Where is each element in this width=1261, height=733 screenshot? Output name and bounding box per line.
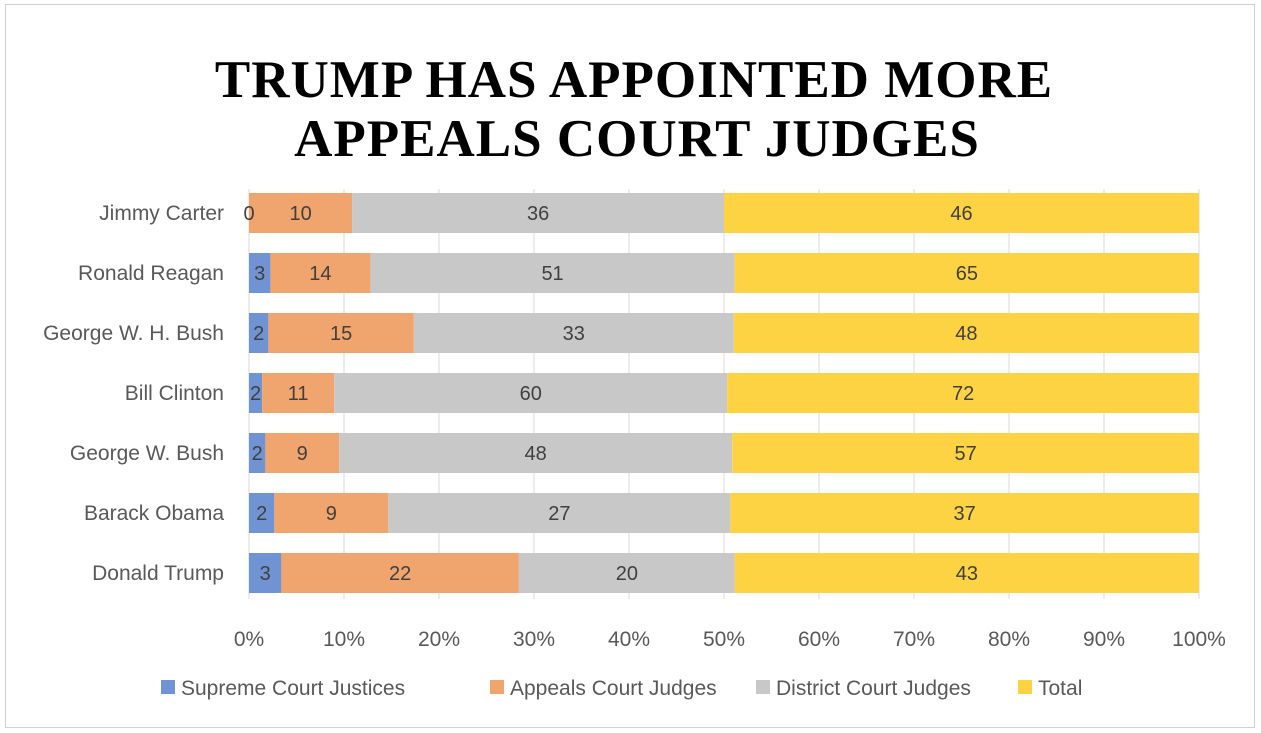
legend-label: Appeals Court Judges [510, 677, 717, 700]
category-label: Jimmy Carter [99, 202, 224, 225]
x-axis-ticks: 0% 10% 20% 30% 40% 50% 60% 70% 80% 90% 100% [234, 628, 1226, 651]
bar-segment [249, 373, 263, 413]
bar-segment [249, 253, 271, 293]
data-label: 57 [954, 443, 976, 465]
bar-segment [724, 193, 1199, 233]
x-tick-label: 60% [798, 628, 840, 651]
chart-title: TRUMP HAS APPOINTED MORE APPEALS COURT J… [215, 51, 1053, 168]
x-tick-label: 10% [323, 628, 365, 651]
x-tick-label: 70% [893, 628, 935, 651]
data-label: 2 [256, 503, 267, 525]
legend-swatch [490, 680, 504, 694]
legend-swatch [161, 680, 175, 694]
data-labels: 0 10 36 46 3 14 51 65 2 15 33 48 2 11 60 72 2 9 48 57 2 9 27 37… [243, 203, 978, 585]
category-label: Bill Clinton [125, 382, 224, 405]
bar-segment [352, 193, 724, 233]
data-label: 60 [520, 383, 542, 405]
bar-segment [733, 313, 1199, 353]
x-tick-label: 50% [703, 628, 745, 651]
bar-segment [249, 433, 266, 473]
data-label: 51 [541, 263, 563, 285]
data-label: 37 [954, 503, 976, 525]
chart-title-line-1: TRUMP HAS APPOINTED MORE [215, 51, 1053, 109]
data-label: 46 [950, 203, 972, 225]
data-label: 3 [260, 563, 271, 585]
legend-label: Total [1038, 677, 1082, 700]
chart-title-line-2: APPEALS COURT JUDGES [294, 110, 980, 168]
data-label: 14 [309, 263, 331, 285]
data-label: 36 [527, 203, 549, 225]
x-tick-label: 80% [988, 628, 1030, 651]
bars [249, 193, 1199, 593]
bar-segment [734, 553, 1199, 593]
data-label: 0 [243, 203, 254, 225]
chart-svg: TRUMP HAS APPOINTED MORE APPEALS COURT J… [43, 51, 1226, 700]
legend: Supreme Court Justices Appeals Court Judg… [161, 677, 1082, 700]
category-label: Barack Obama [84, 502, 224, 525]
x-tick-label: 30% [513, 628, 555, 651]
x-tick-label: 90% [1083, 628, 1125, 651]
bar-segment [249, 493, 275, 533]
data-label: 20 [616, 563, 638, 585]
bar-segment [334, 373, 728, 413]
bar-segment [249, 313, 269, 353]
x-tick-label: 40% [608, 628, 650, 651]
bar-segment [370, 253, 735, 293]
bar-segment [274, 493, 389, 533]
bar-segment [518, 553, 735, 593]
category-label: Ronald Reagan [78, 262, 224, 285]
chart-frame: TRUMP HAS APPOINTED MORE APPEALS COURT J… [5, 4, 1255, 728]
category-label: George W. Bush [70, 442, 224, 465]
bar-segment [732, 433, 1199, 473]
data-label: 27 [548, 503, 570, 525]
data-label: 65 [956, 263, 978, 285]
bar-segment [281, 553, 519, 593]
bar-segment [734, 253, 1199, 293]
data-label: 3 [254, 263, 265, 285]
data-label: 11 [288, 383, 309, 405]
data-label: 2 [252, 443, 263, 465]
data-label: 48 [525, 443, 547, 465]
bar-segment [339, 433, 733, 473]
data-label: 15 [330, 323, 352, 345]
bar-segment [249, 553, 282, 593]
x-tick-label: 0% [234, 628, 264, 651]
data-label: 22 [389, 563, 411, 585]
legend-label: Supreme Court Justices [181, 677, 405, 700]
bar-segment [265, 433, 340, 473]
data-label: 2 [250, 383, 261, 405]
data-label: 33 [563, 323, 585, 345]
bar-segment [727, 373, 1199, 413]
data-label: 10 [290, 203, 312, 225]
data-label: 72 [952, 383, 974, 405]
legend-swatch [756, 680, 770, 694]
bar-segment [268, 313, 414, 353]
category-label: George W. H. Bush [43, 322, 224, 345]
category-labels: Jimmy Carter Ronald Reagan George W. H. Bu… [43, 202, 224, 585]
bar-segment [249, 193, 353, 233]
bar-segment [388, 493, 731, 533]
bar-segment [413, 313, 734, 353]
bar-segment [270, 253, 371, 293]
data-label: 9 [326, 503, 337, 525]
x-tick-label: 100% [1172, 628, 1226, 651]
bar-segment [262, 373, 335, 413]
data-label: 48 [955, 323, 977, 345]
data-label: 43 [956, 563, 978, 585]
legend-label: District Court Judges [776, 677, 971, 700]
data-label: 2 [253, 323, 264, 345]
data-label: 9 [297, 443, 308, 465]
legend-swatch [1018, 680, 1032, 694]
x-tick-label: 20% [418, 628, 460, 651]
bar-segment [730, 493, 1199, 533]
category-label: Donald Trump [92, 562, 224, 585]
